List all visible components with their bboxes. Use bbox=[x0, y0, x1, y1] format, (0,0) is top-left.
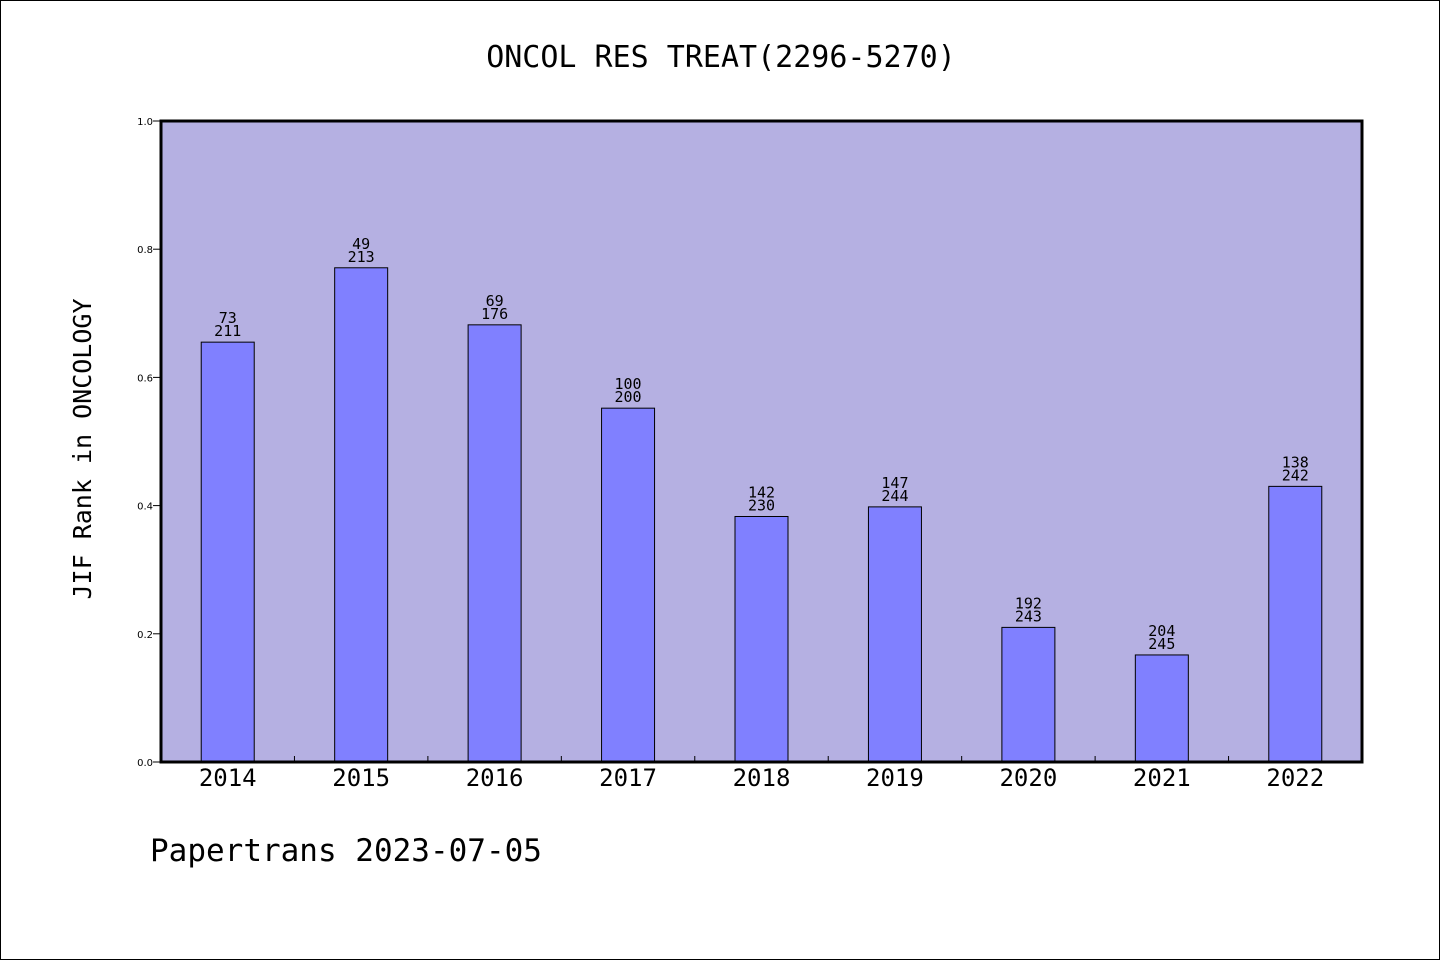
bar-2015 bbox=[334, 267, 389, 763]
x-tick-label: 2015 bbox=[332, 764, 390, 792]
bar-2018 bbox=[734, 515, 789, 763]
total-label: 176 bbox=[481, 305, 508, 323]
rank-label: 49 bbox=[352, 235, 370, 253]
total-label: 200 bbox=[615, 388, 642, 406]
y-axis-ticks: 0.0 0.2 0.4 0.6 0.8 1.0 bbox=[137, 117, 161, 769]
y-tick-label: 0.0 bbox=[137, 758, 153, 769]
plot-border bbox=[159, 119, 1364, 764]
rank-label: 100 bbox=[615, 375, 642, 393]
bar-2021 bbox=[1134, 654, 1189, 763]
rank-label: 204 bbox=[1148, 622, 1175, 640]
y-tick-label: 0.6 bbox=[137, 373, 153, 384]
total-label: 245 bbox=[1148, 635, 1175, 653]
rank-label: 147 bbox=[881, 474, 908, 492]
y-tick-label: 1.0 bbox=[137, 117, 153, 128]
y-tick-label: 0.2 bbox=[137, 630, 153, 641]
rank-label: 69 bbox=[486, 292, 504, 310]
bars bbox=[200, 267, 1323, 763]
total-label: 213 bbox=[348, 248, 375, 266]
x-tick-label: 2018 bbox=[733, 764, 791, 792]
total-label: 244 bbox=[881, 487, 908, 505]
bar-2019 bbox=[867, 506, 922, 763]
rank-label: 138 bbox=[1282, 453, 1309, 471]
bar-2020 bbox=[1001, 626, 1056, 763]
bar-2022 bbox=[1268, 485, 1323, 763]
bar-2014 bbox=[200, 341, 255, 763]
total-label: 211 bbox=[214, 322, 241, 340]
y-tick-label: 0.8 bbox=[137, 245, 153, 256]
x-tick-label: 2021 bbox=[1133, 764, 1191, 792]
y-tick-label: 0.4 bbox=[137, 502, 153, 513]
rank-label: 73 bbox=[219, 309, 237, 327]
x-tick-label: 2022 bbox=[1266, 764, 1324, 792]
bar-2016 bbox=[467, 324, 522, 763]
rank-label: 142 bbox=[748, 483, 775, 501]
x-tick-label: 2020 bbox=[999, 764, 1057, 792]
x-axis-ticks: 2014 2015 2016 2017 2018 2019 2020 2021 2022 bbox=[199, 756, 1324, 792]
footer-credit: Papertrans 2023-07-05 bbox=[150, 833, 542, 869]
x-tick-label: 2017 bbox=[599, 764, 657, 792]
rank-label: 192 bbox=[1015, 594, 1042, 612]
x-tick-label: 2016 bbox=[466, 764, 524, 792]
total-label: 242 bbox=[1282, 466, 1309, 484]
bar-2017 bbox=[601, 407, 656, 763]
y-axis-label: JIF Rank in ONCOLOGY bbox=[68, 298, 97, 599]
chart-title: ONCOL RES TREAT(2296-5270) bbox=[486, 40, 956, 75]
total-label: 230 bbox=[748, 496, 775, 514]
total-label: 243 bbox=[1015, 607, 1042, 625]
x-tick-label: 2019 bbox=[866, 764, 924, 792]
x-tick-label: 2014 bbox=[199, 764, 257, 792]
